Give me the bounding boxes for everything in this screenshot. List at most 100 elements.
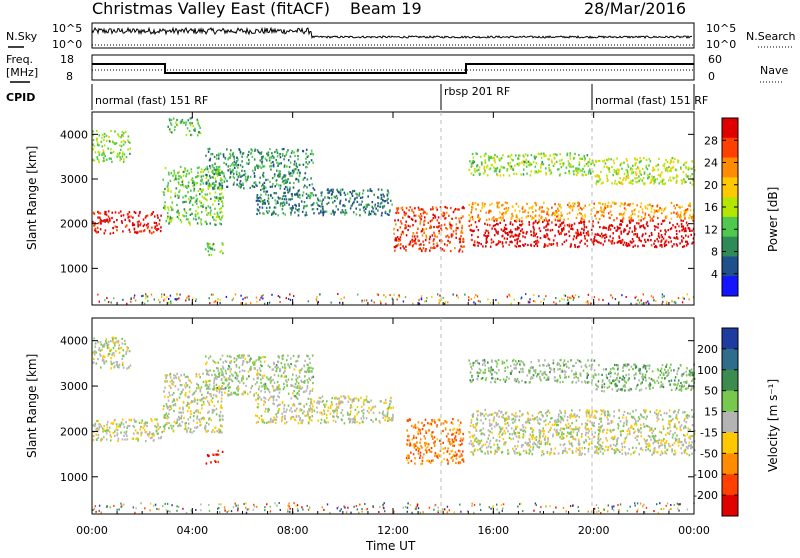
echo-cell (432, 234, 434, 236)
echo-cell (211, 374, 213, 376)
echo-cell (275, 159, 277, 161)
echo-cell (280, 205, 282, 207)
echo-cell (189, 224, 191, 226)
echo-cell (536, 242, 538, 244)
echo-cell (209, 148, 211, 150)
echo-cell (294, 418, 296, 420)
echo-cell (284, 386, 286, 388)
nsky-panel (92, 23, 694, 48)
echo-cell (440, 443, 442, 445)
echo-cell (613, 159, 615, 161)
echo-cell (309, 362, 311, 364)
echo-cell (239, 149, 241, 151)
date-title: 28/Mar/2016 (584, 0, 686, 18)
echo-cell (577, 205, 579, 207)
echo-cell (363, 401, 365, 403)
echo-cell (352, 421, 354, 423)
echo-cell (578, 202, 580, 204)
echo-cell (141, 295, 142, 297)
echo-cell (681, 235, 683, 237)
echo-cell (208, 250, 210, 252)
echo-cell (583, 219, 585, 221)
echo-cell (639, 157, 641, 159)
echo-cell (243, 187, 245, 189)
echo-cell (622, 219, 624, 221)
echo-cell (269, 391, 271, 393)
echo-cell (216, 166, 218, 168)
echo-cell (371, 300, 372, 302)
echo-cell (668, 166, 670, 168)
echo-cell (635, 181, 637, 183)
echo-cell (624, 211, 626, 213)
echo-cell (243, 174, 245, 176)
echo-cell (633, 233, 635, 235)
echo-cell (195, 218, 197, 220)
echo-cell (170, 180, 172, 182)
echo-cell (197, 403, 199, 405)
echo-cell (201, 191, 203, 193)
echo-cell (378, 188, 380, 190)
echo-cell (677, 238, 679, 240)
echo-cell (636, 177, 638, 179)
echo-cell (525, 243, 527, 245)
echo-cell (422, 460, 424, 462)
echo-cell (652, 167, 654, 169)
echo-cell (129, 229, 131, 231)
echo-cell (529, 224, 531, 226)
echo-cell (652, 205, 654, 207)
echo-cell (540, 170, 542, 172)
echo-cell (315, 194, 317, 196)
echo-cell (230, 176, 232, 178)
echo-cell (199, 424, 201, 426)
echo-cell (135, 420, 137, 422)
echo-cell (489, 218, 491, 220)
echo-cell (209, 388, 211, 390)
echo-cell (436, 242, 438, 244)
echo-cell (222, 215, 224, 217)
echo-cell (106, 432, 108, 434)
echo-cell (286, 381, 288, 383)
echo-cell (269, 181, 271, 183)
echo-cell (437, 219, 439, 221)
echo-cell (278, 408, 280, 410)
echo-cell (405, 246, 407, 248)
echo-cell (429, 242, 431, 244)
echo-cell (167, 186, 169, 188)
echo-cell (222, 252, 224, 254)
echo-cell (614, 169, 616, 171)
echo-cell (507, 168, 509, 170)
echo-cell (141, 230, 143, 232)
echo-cell (196, 203, 198, 205)
echo-cell (320, 211, 322, 213)
echo-cell (209, 297, 210, 299)
echo-cell (262, 184, 264, 186)
echo-cell (200, 183, 202, 185)
echo-cell (277, 386, 279, 388)
echo-cell (617, 242, 619, 244)
echo-cell (208, 411, 210, 413)
echo-cell (553, 301, 554, 303)
echo-cell (662, 220, 664, 222)
echo-cell (491, 242, 493, 244)
echo-cell (477, 236, 479, 238)
echo-cell (186, 376, 188, 378)
echo-cell (276, 370, 278, 372)
nave-label: Nave (760, 64, 788, 77)
echo-cell (427, 446, 429, 448)
echo-cell (164, 201, 166, 203)
echo-cell (113, 232, 115, 234)
echo-cell (212, 172, 214, 174)
echo-cell (288, 298, 289, 300)
echo-cell (171, 207, 173, 209)
echo-cell (354, 190, 356, 192)
echo-cell (405, 225, 407, 227)
echo-cell (536, 162, 538, 164)
echo-cell (214, 200, 216, 202)
echo-cell (247, 355, 249, 357)
echo-cell (263, 190, 265, 192)
echo-cell (357, 421, 359, 423)
echo-cell (141, 420, 143, 422)
echo-cell (581, 170, 583, 172)
echo-cell (608, 212, 610, 214)
